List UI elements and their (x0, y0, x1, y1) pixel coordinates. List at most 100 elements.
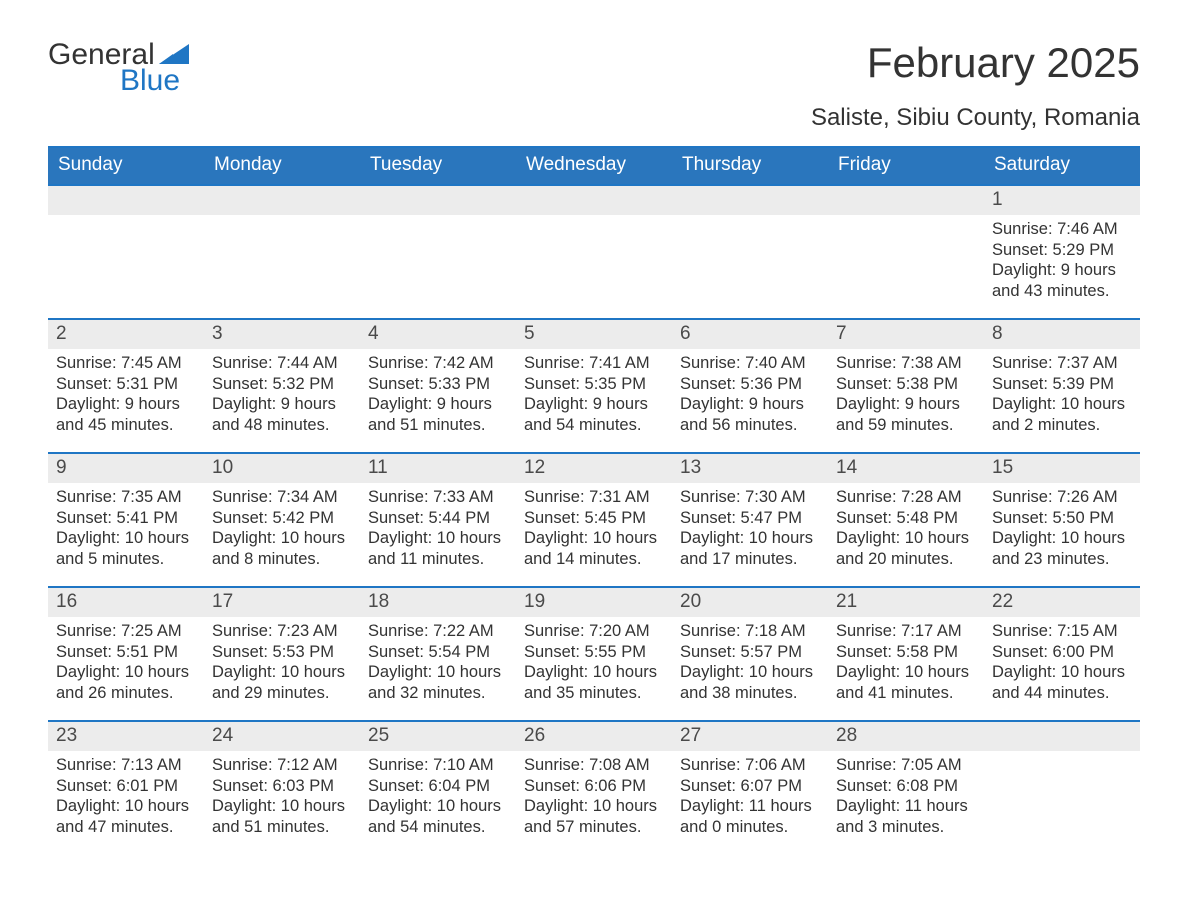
sunset-line: Sunset: 5:45 PM (524, 508, 664, 529)
day-number: 5 (516, 320, 672, 349)
day-cell (360, 186, 516, 318)
sunset-line: Sunset: 5:47 PM (680, 508, 820, 529)
daylight-line-2: and 54 minutes. (368, 817, 508, 838)
week-row: 2Sunrise: 7:45 AMSunset: 5:31 PMDaylight… (48, 318, 1140, 452)
day-cell (984, 722, 1140, 854)
brand-logo: General Blue (48, 40, 189, 96)
day-body (828, 215, 984, 229)
day-cell: 20Sunrise: 7:18 AMSunset: 5:57 PMDayligh… (672, 588, 828, 720)
sunrise-line: Sunrise: 7:17 AM (836, 621, 976, 642)
daylight-line-2: and 3 minutes. (836, 817, 976, 838)
sunset-line: Sunset: 5:54 PM (368, 642, 508, 663)
day-body: Sunrise: 7:25 AMSunset: 5:51 PMDaylight:… (48, 617, 204, 714)
sunrise-line: Sunrise: 7:06 AM (680, 755, 820, 776)
sunrise-line: Sunrise: 7:25 AM (56, 621, 196, 642)
day-number: 17 (204, 588, 360, 617)
title-block: February 2025 Saliste, Sibiu County, Rom… (811, 40, 1140, 132)
sunset-line: Sunset: 5:44 PM (368, 508, 508, 529)
day-body: Sunrise: 7:06 AMSunset: 6:07 PMDaylight:… (672, 751, 828, 848)
day-body: Sunrise: 7:15 AMSunset: 6:00 PMDaylight:… (984, 617, 1140, 714)
sunset-line: Sunset: 5:41 PM (56, 508, 196, 529)
daylight-line-1: Daylight: 10 hours (56, 528, 196, 549)
day-cell: 10Sunrise: 7:34 AMSunset: 5:42 PMDayligh… (204, 454, 360, 586)
day-body: Sunrise: 7:31 AMSunset: 5:45 PMDaylight:… (516, 483, 672, 580)
daylight-line-1: Daylight: 10 hours (56, 662, 196, 683)
sunset-line: Sunset: 6:03 PM (212, 776, 352, 797)
daylight-line-1: Daylight: 10 hours (368, 662, 508, 683)
day-cell (204, 186, 360, 318)
daylight-line-1: Daylight: 10 hours (212, 662, 352, 683)
day-body: Sunrise: 7:45 AMSunset: 5:31 PMDaylight:… (48, 349, 204, 446)
day-cell: 27Sunrise: 7:06 AMSunset: 6:07 PMDayligh… (672, 722, 828, 854)
day-body: Sunrise: 7:05 AMSunset: 6:08 PMDaylight:… (828, 751, 984, 848)
day-number: 3 (204, 320, 360, 349)
weekday-header: Tuesday (360, 148, 516, 184)
sunrise-line: Sunrise: 7:22 AM (368, 621, 508, 642)
day-body: Sunrise: 7:34 AMSunset: 5:42 PMDaylight:… (204, 483, 360, 580)
day-body: Sunrise: 7:22 AMSunset: 5:54 PMDaylight:… (360, 617, 516, 714)
daylight-line-1: Daylight: 10 hours (368, 796, 508, 817)
daylight-line-1: Daylight: 10 hours (212, 528, 352, 549)
sunset-line: Sunset: 5:42 PM (212, 508, 352, 529)
sunrise-line: Sunrise: 7:42 AM (368, 353, 508, 374)
daylight-line-1: Daylight: 10 hours (680, 528, 820, 549)
day-cell: 23Sunrise: 7:13 AMSunset: 6:01 PMDayligh… (48, 722, 204, 854)
sunrise-line: Sunrise: 7:44 AM (212, 353, 352, 374)
daylight-line-1: Daylight: 11 hours (836, 796, 976, 817)
weekday-header: Friday (828, 148, 984, 184)
sunrise-line: Sunrise: 7:05 AM (836, 755, 976, 776)
day-number: 10 (204, 454, 360, 483)
day-body: Sunrise: 7:17 AMSunset: 5:58 PMDaylight:… (828, 617, 984, 714)
day-number: 20 (672, 588, 828, 617)
weekday-header-row: Sunday Monday Tuesday Wednesday Thursday… (48, 148, 1140, 184)
day-number: 12 (516, 454, 672, 483)
sunrise-line: Sunrise: 7:23 AM (212, 621, 352, 642)
day-body (360, 215, 516, 229)
sunset-line: Sunset: 6:08 PM (836, 776, 976, 797)
daylight-line-2: and 48 minutes. (212, 415, 352, 436)
day-number (984, 722, 1140, 751)
brand-text-2: Blue (120, 66, 189, 96)
daylight-line-1: Daylight: 10 hours (368, 528, 508, 549)
weekday-header: Sunday (48, 148, 204, 184)
day-cell: 14Sunrise: 7:28 AMSunset: 5:48 PMDayligh… (828, 454, 984, 586)
day-cell: 13Sunrise: 7:30 AMSunset: 5:47 PMDayligh… (672, 454, 828, 586)
day-cell (672, 186, 828, 318)
day-cell (828, 186, 984, 318)
day-body: Sunrise: 7:10 AMSunset: 6:04 PMDaylight:… (360, 751, 516, 848)
sunrise-line: Sunrise: 7:38 AM (836, 353, 976, 374)
day-cell: 22Sunrise: 7:15 AMSunset: 6:00 PMDayligh… (984, 588, 1140, 720)
sunrise-line: Sunrise: 7:34 AM (212, 487, 352, 508)
week-row: 16Sunrise: 7:25 AMSunset: 5:51 PMDayligh… (48, 586, 1140, 720)
location-title: Saliste, Sibiu County, Romania (811, 104, 1140, 132)
daylight-line-1: Daylight: 10 hours (836, 528, 976, 549)
sunrise-line: Sunrise: 7:26 AM (992, 487, 1132, 508)
day-body (672, 215, 828, 229)
daylight-line-1: Daylight: 10 hours (56, 796, 196, 817)
weekday-header: Saturday (984, 148, 1140, 184)
daylight-line-1: Daylight: 11 hours (680, 796, 820, 817)
day-cell: 18Sunrise: 7:22 AMSunset: 5:54 PMDayligh… (360, 588, 516, 720)
weekday-header: Thursday (672, 148, 828, 184)
daylight-line-2: and 43 minutes. (992, 281, 1132, 302)
day-body: Sunrise: 7:37 AMSunset: 5:39 PMDaylight:… (984, 349, 1140, 446)
day-body (204, 215, 360, 229)
daylight-line-1: Daylight: 9 hours (368, 394, 508, 415)
day-body: Sunrise: 7:41 AMSunset: 5:35 PMDaylight:… (516, 349, 672, 446)
day-number: 7 (828, 320, 984, 349)
day-cell: 28Sunrise: 7:05 AMSunset: 6:08 PMDayligh… (828, 722, 984, 854)
day-number: 22 (984, 588, 1140, 617)
day-number (828, 186, 984, 215)
day-body: Sunrise: 7:42 AMSunset: 5:33 PMDaylight:… (360, 349, 516, 446)
daylight-line-1: Daylight: 9 hours (836, 394, 976, 415)
day-body: Sunrise: 7:38 AMSunset: 5:38 PMDaylight:… (828, 349, 984, 446)
daylight-line-2: and 23 minutes. (992, 549, 1132, 570)
daylight-line-2: and 47 minutes. (56, 817, 196, 838)
day-cell: 15Sunrise: 7:26 AMSunset: 5:50 PMDayligh… (984, 454, 1140, 586)
sunrise-line: Sunrise: 7:37 AM (992, 353, 1132, 374)
day-cell: 8Sunrise: 7:37 AMSunset: 5:39 PMDaylight… (984, 320, 1140, 452)
daylight-line-2: and 59 minutes. (836, 415, 976, 436)
sunset-line: Sunset: 5:39 PM (992, 374, 1132, 395)
day-body: Sunrise: 7:26 AMSunset: 5:50 PMDaylight:… (984, 483, 1140, 580)
sunset-line: Sunset: 6:04 PM (368, 776, 508, 797)
